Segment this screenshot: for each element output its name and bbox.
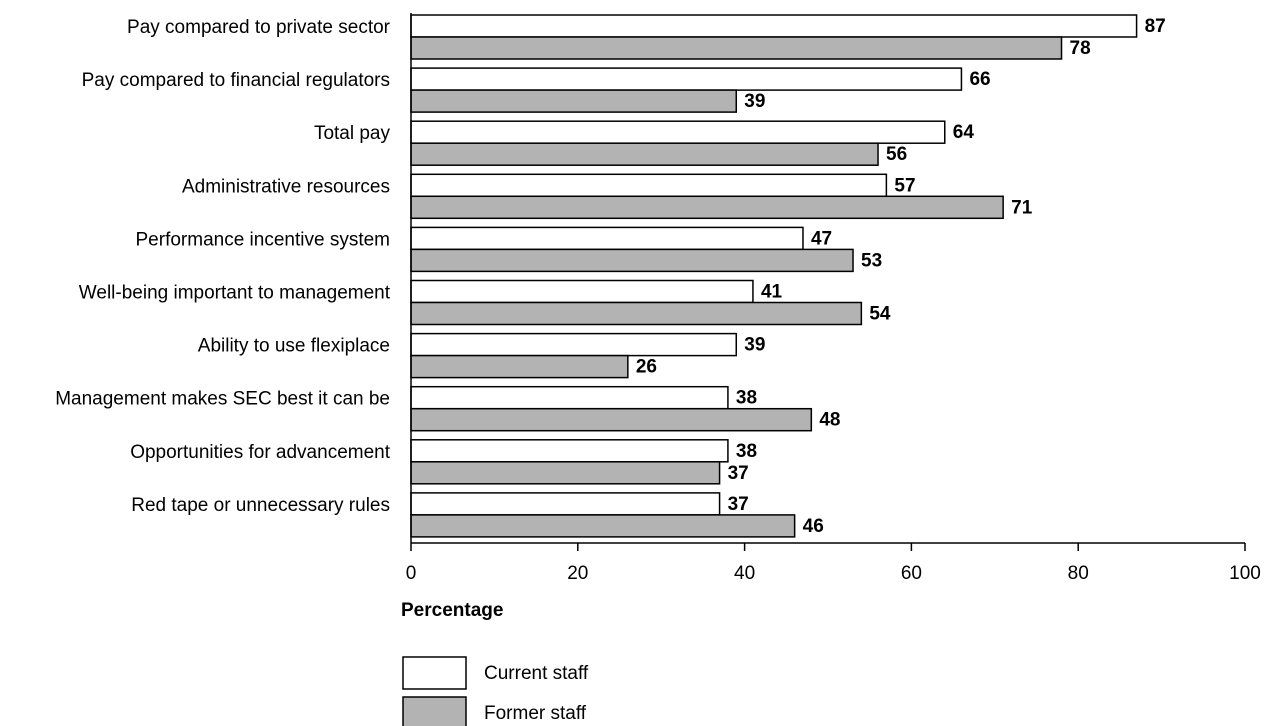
bar-current-staff-management-makes-sec-best-it-can-be bbox=[410, 385, 729, 410]
value-label-former-staff-performance-incentive-system: 53 bbox=[861, 250, 882, 271]
category-label-performance-incentive-system: Performance incentive system bbox=[136, 229, 391, 250]
value-label-former-staff-opportunities-for-advancement: 37 bbox=[728, 463, 749, 484]
bar-current-staff-administrative-resources bbox=[410, 173, 888, 198]
category-label-administrative-resources: Administrative resources bbox=[182, 176, 390, 197]
value-label-former-staff-pay-compared-to-private-sector: 78 bbox=[1070, 38, 1091, 59]
category-label-pay-compared-to-financial-regulators: Pay compared to financial regulators bbox=[82, 70, 390, 91]
x-axis-title: Percentage bbox=[401, 600, 503, 621]
x-tick-label-40: 40 bbox=[734, 563, 755, 584]
bar-current-staff-total-pay bbox=[410, 120, 946, 144]
category-label-opportunities-for-advancement: Opportunities for advancement bbox=[130, 442, 391, 463]
value-label-former-staff-well-being-important-to-management: 54 bbox=[869, 304, 891, 325]
bar-current-staff-pay-compared-to-private-sector bbox=[410, 14, 1138, 38]
bar-current-staff-opportunities-for-advancement bbox=[410, 439, 729, 463]
value-label-current-staff-ability-to-use-flexiplace: 39 bbox=[744, 335, 765, 356]
x-tick-label-20: 20 bbox=[567, 563, 588, 584]
bar-current-staff-red-tape-or-unnecessary-rules bbox=[410, 492, 721, 516]
value-label-current-staff-red-tape-or-unnecessary-rules: 37 bbox=[728, 494, 749, 515]
bar-current-staff-pay-compared-to-financial-regulators bbox=[410, 67, 963, 91]
legend-swatch-former-staff bbox=[402, 696, 467, 726]
x-tick-label-60: 60 bbox=[901, 563, 922, 584]
bar-current-staff-performance-incentive-system bbox=[410, 226, 804, 251]
bar-former-staff-pay-compared-to-financial-regulators bbox=[410, 89, 738, 113]
bar-former-staff-red-tape-or-unnecessary-rules bbox=[410, 514, 796, 538]
legend-label-former-staff: Former staff bbox=[484, 703, 587, 724]
value-label-former-staff-total-pay: 56 bbox=[886, 144, 907, 165]
category-label-ability-to-use-flexiplace: Ability to use flexiplace bbox=[198, 336, 390, 357]
legend-label-current-staff: Current staff bbox=[484, 663, 589, 684]
bar-former-staff-ability-to-use-flexiplace bbox=[410, 354, 629, 379]
bar-former-staff-well-being-important-to-management bbox=[410, 301, 863, 326]
value-label-current-staff-pay-compared-to-private-sector: 87 bbox=[1145, 16, 1166, 37]
bar-former-staff-management-makes-sec-best-it-can-be bbox=[410, 407, 813, 432]
value-label-current-staff-well-being-important-to-management: 41 bbox=[761, 282, 783, 303]
category-label-well-being-important-to-management: Well-being important to management bbox=[79, 283, 391, 304]
category-label-management-makes-sec-best-it-can-be: Management makes SEC best it can be bbox=[55, 389, 390, 410]
value-label-former-staff-management-makes-sec-best-it-can-be: 48 bbox=[819, 410, 840, 431]
value-label-former-staff-red-tape-or-unnecessary-rules: 46 bbox=[803, 516, 824, 537]
value-label-current-staff-total-pay: 64 bbox=[953, 122, 975, 143]
value-label-former-staff-ability-to-use-flexiplace: 26 bbox=[636, 357, 657, 378]
x-tick-label-80: 80 bbox=[1068, 563, 1089, 584]
value-label-current-staff-performance-incentive-system: 47 bbox=[811, 228, 832, 249]
bar-former-staff-total-pay bbox=[410, 142, 879, 166]
bar-former-staff-opportunities-for-advancement bbox=[410, 461, 721, 485]
bar-current-staff-well-being-important-to-management bbox=[410, 279, 754, 304]
value-label-former-staff-pay-compared-to-financial-regulators: 39 bbox=[744, 91, 765, 112]
bar-former-staff-performance-incentive-system bbox=[410, 248, 854, 273]
bar-former-staff-administrative-resources bbox=[410, 195, 1004, 220]
x-tick-label-100: 100 bbox=[1229, 563, 1261, 584]
legend-swatch-current-staff bbox=[402, 656, 467, 690]
bar-current-staff-ability-to-use-flexiplace bbox=[410, 332, 738, 357]
value-label-current-staff-pay-compared-to-financial-regulators: 66 bbox=[969, 69, 990, 90]
bar-former-staff-pay-compared-to-private-sector bbox=[410, 36, 1063, 60]
value-label-current-staff-opportunities-for-advancement: 38 bbox=[736, 441, 757, 462]
category-label-red-tape-or-unnecessary-rules: Red tape or unnecessary rules bbox=[131, 495, 390, 516]
x-tick-label-0: 0 bbox=[406, 563, 417, 584]
value-label-current-staff-management-makes-sec-best-it-can-be: 38 bbox=[736, 388, 757, 409]
value-label-former-staff-administrative-resources: 71 bbox=[1011, 197, 1033, 218]
value-label-current-staff-administrative-resources: 57 bbox=[894, 175, 915, 196]
category-label-total-pay: Total pay bbox=[314, 123, 391, 144]
category-label-pay-compared-to-private-sector: Pay compared to private sector bbox=[127, 17, 391, 38]
